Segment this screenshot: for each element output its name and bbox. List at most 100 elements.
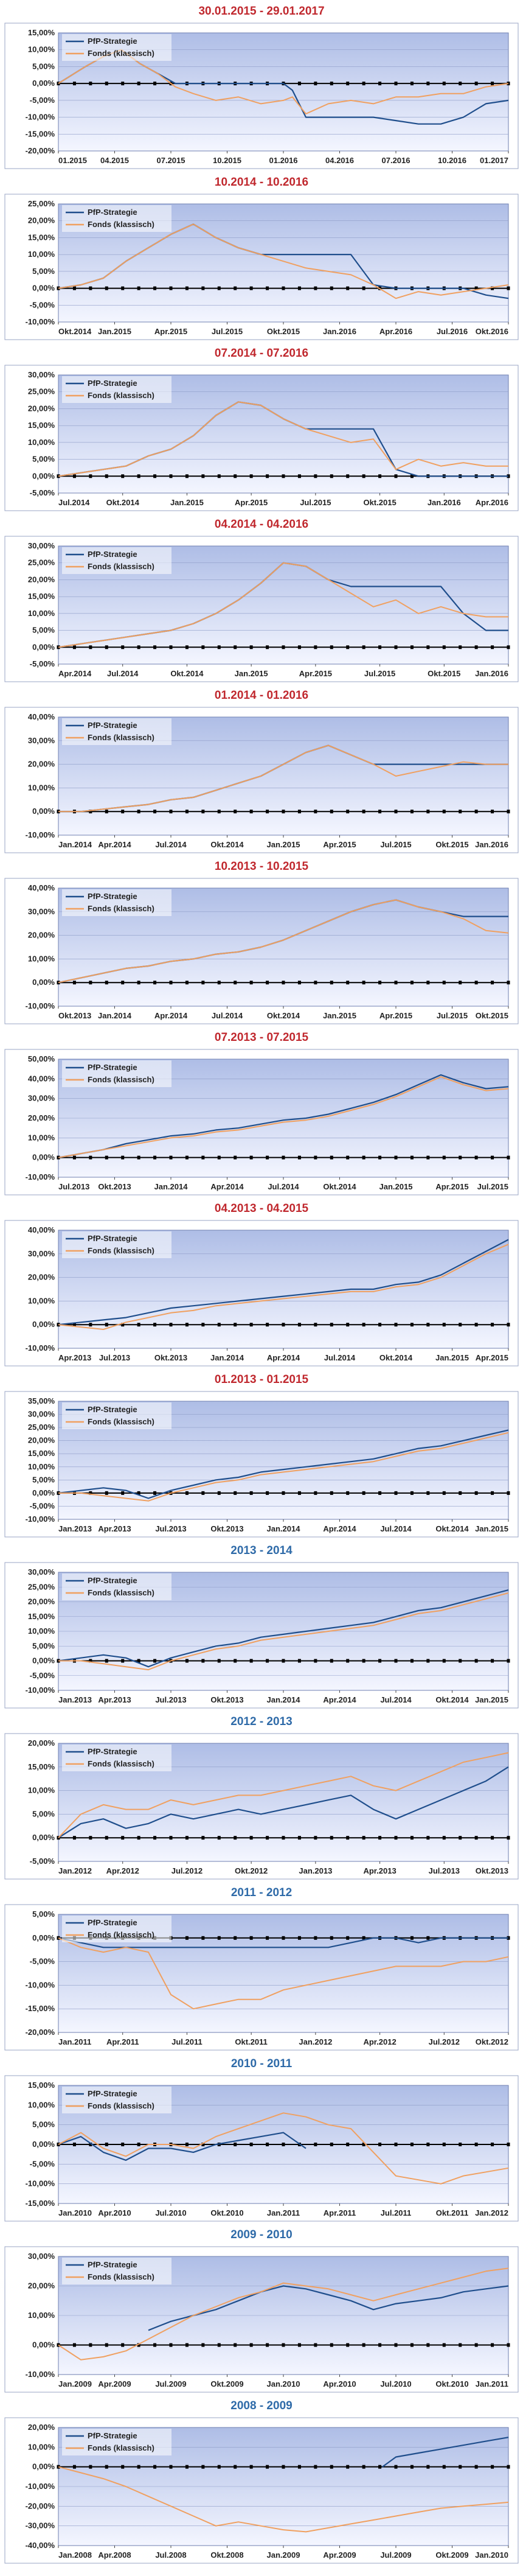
zero-line-marker bbox=[330, 1836, 333, 1840]
zero-line-marker bbox=[185, 1936, 189, 1940]
zero-line-marker bbox=[201, 1155, 205, 1160]
zero-line-marker bbox=[153, 981, 157, 985]
x-tick-label: Apr.2016 bbox=[476, 498, 508, 507]
zero-line-marker bbox=[185, 1659, 189, 1663]
zero-line-marker bbox=[378, 1323, 382, 1327]
zero-line-marker bbox=[121, 810, 125, 814]
zero-line-marker bbox=[362, 2343, 365, 2347]
zero-line-marker bbox=[459, 1836, 462, 1840]
zero-line-marker bbox=[426, 810, 430, 814]
zero-line-marker bbox=[330, 2343, 333, 2347]
zero-line-marker bbox=[362, 286, 365, 290]
y-tick-label: 30,00% bbox=[28, 907, 55, 916]
zero-line-marker bbox=[234, 645, 237, 649]
x-tick-label: Apr.2014 bbox=[210, 1182, 244, 1191]
x-tick-label: Jul.2014 bbox=[268, 1182, 299, 1191]
zero-line-marker bbox=[394, 2143, 398, 2146]
legend-label-fonds: Fonds (klassisch) bbox=[88, 2443, 154, 2452]
zero-line-marker bbox=[234, 810, 237, 814]
chart-title: 01.2013 - 01.2015 bbox=[214, 1373, 309, 1386]
chart-title: 07.2014 - 07.2016 bbox=[214, 347, 309, 360]
y-tick-label: 15,00% bbox=[28, 592, 55, 601]
legend-label-pfp-strategie: PfP-Strategie bbox=[88, 1234, 137, 1243]
zero-line-marker bbox=[394, 1491, 398, 1495]
zero-line-marker bbox=[105, 1323, 108, 1327]
zero-line-marker bbox=[105, 474, 108, 478]
y-tick-label: 5,00% bbox=[32, 61, 55, 71]
y-tick-label: 25,00% bbox=[28, 199, 55, 208]
zero-line-marker bbox=[426, 2343, 430, 2347]
zero-line-marker bbox=[362, 1659, 365, 1663]
x-tick-label: Jul.2012 bbox=[429, 2037, 460, 2046]
zero-line-marker bbox=[410, 82, 414, 86]
zero-line-marker bbox=[153, 474, 157, 478]
y-tick-label: 10,00% bbox=[28, 1296, 55, 1305]
legend-box bbox=[62, 2258, 171, 2284]
zero-line-marker bbox=[346, 286, 350, 290]
zero-line-marker bbox=[297, 810, 301, 814]
zero-line-marker bbox=[282, 474, 285, 478]
zero-line-marker bbox=[314, 1323, 317, 1327]
zero-line-marker bbox=[217, 1491, 221, 1495]
y-tick-label: 10,00% bbox=[28, 783, 55, 792]
zero-line-marker bbox=[378, 82, 382, 86]
zero-line-marker bbox=[153, 645, 157, 649]
zero-line-marker bbox=[491, 1323, 494, 1327]
y-tick-label: -15,00% bbox=[26, 2199, 55, 2208]
zero-line-marker bbox=[105, 2143, 108, 2146]
zero-line-marker bbox=[442, 645, 446, 649]
zero-line-marker bbox=[185, 981, 189, 985]
x-tick-label: Jan.2011 bbox=[476, 2379, 508, 2389]
x-tick-label: Jan.2014 bbox=[98, 1011, 132, 1020]
line-chart: 30,00% 25,00% 20,00% 15,00% 10,00% 5,00% 0,00%… bbox=[4, 536, 519, 682]
x-tick-label: Jan.2009 bbox=[267, 2550, 300, 2560]
zero-line-marker bbox=[249, 1491, 253, 1495]
zero-line-marker bbox=[491, 645, 494, 649]
zero-line-marker bbox=[474, 645, 478, 649]
y-tick-label: 10,00% bbox=[28, 2442, 55, 2451]
y-tick-label: -10,00% bbox=[26, 317, 55, 326]
zero-line-marker bbox=[346, 645, 350, 649]
x-tick-label: Jan.2013 bbox=[58, 1695, 92, 1704]
zero-line-marker bbox=[185, 286, 189, 290]
zero-line-marker bbox=[297, 2465, 301, 2469]
legend-label-pfp-strategie: PfP-Strategie bbox=[88, 550, 137, 559]
x-tick-label: Jul.2014 bbox=[324, 1353, 356, 1362]
zero-line-marker bbox=[266, 645, 269, 649]
legend-label-fonds: Fonds (klassisch) bbox=[88, 562, 154, 571]
y-tick-label: 0,00% bbox=[32, 2462, 55, 2471]
legend-box bbox=[62, 2429, 171, 2455]
zero-line-marker bbox=[507, 1659, 510, 1663]
y-tick-label: 5,00% bbox=[32, 2120, 55, 2129]
zero-line-marker bbox=[266, 2143, 269, 2146]
legend-label-pfp-strategie: PfP-Strategie bbox=[88, 1747, 137, 1756]
zero-line-marker bbox=[378, 1659, 382, 1663]
line-chart: 35,00% 30,00% 25,00% 20,00% 15,00% 10,00% 5,00… bbox=[4, 1391, 519, 1538]
zero-line-marker bbox=[507, 1323, 510, 1327]
y-tick-label: 25,00% bbox=[28, 387, 55, 396]
zero-line-marker bbox=[249, 1836, 253, 1840]
zero-line-marker bbox=[491, 2343, 494, 2347]
x-tick-label: Okt.2015 bbox=[435, 840, 468, 849]
zero-line-marker bbox=[346, 981, 350, 985]
zero-line-marker bbox=[507, 2465, 510, 2469]
line-chart: 15,00% 10,00% 5,00% 0,00% -5,00% -10,00% -15,0… bbox=[4, 2075, 519, 2222]
zero-line-marker bbox=[201, 981, 205, 985]
x-tick-label: Jan.2010 bbox=[267, 2379, 300, 2389]
legend-label-pfp-strategie: PfP-Strategie bbox=[88, 37, 137, 46]
zero-line-marker bbox=[105, 981, 108, 985]
x-tick-label: Jul.2009 bbox=[380, 2550, 411, 2560]
y-tick-label: -10,00% bbox=[26, 830, 55, 839]
zero-line-marker bbox=[121, 2143, 125, 2146]
zero-line-marker bbox=[297, 981, 301, 985]
x-tick-label: Okt.2012 bbox=[235, 1866, 268, 1875]
zero-line-marker bbox=[234, 1323, 237, 1327]
zero-line-marker bbox=[314, 286, 317, 290]
x-tick-label: Jan.2015 bbox=[323, 1011, 356, 1020]
y-tick-label: 0,00% bbox=[32, 471, 55, 480]
zero-line-marker bbox=[234, 2343, 237, 2347]
zero-line-marker bbox=[426, 82, 430, 86]
zero-line-marker bbox=[169, 286, 173, 290]
zero-line-marker bbox=[153, 2465, 157, 2469]
chart-panel: 04.2013 - 04.2015 40,00% 30,00% 20,00% 10,00… bbox=[0, 1201, 523, 1368]
